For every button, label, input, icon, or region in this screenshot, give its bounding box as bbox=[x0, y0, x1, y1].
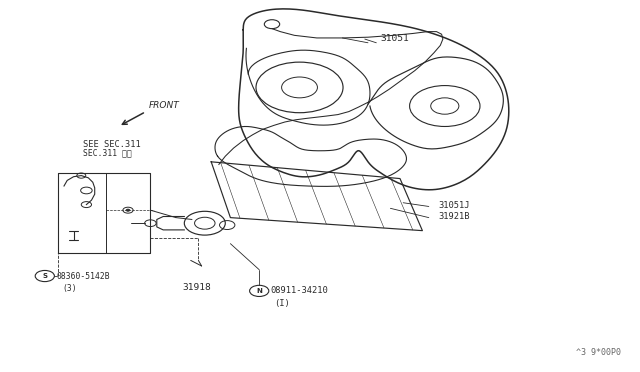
Text: 08360-5142B: 08360-5142B bbox=[56, 272, 110, 280]
Text: 31051: 31051 bbox=[381, 34, 410, 43]
Text: N: N bbox=[256, 288, 262, 294]
Text: SEC.311 参照: SEC.311 参照 bbox=[83, 148, 132, 157]
Text: (3): (3) bbox=[63, 284, 77, 293]
Text: 08911-34210: 08911-34210 bbox=[271, 286, 328, 295]
Circle shape bbox=[126, 209, 130, 211]
Text: ^3 9*00P0: ^3 9*00P0 bbox=[576, 348, 621, 357]
Text: 31918: 31918 bbox=[182, 283, 211, 292]
Text: SEE SEC.311: SEE SEC.311 bbox=[83, 140, 141, 149]
Text: 31051J: 31051J bbox=[438, 201, 470, 210]
Text: FRONT: FRONT bbox=[148, 101, 179, 110]
Text: (I): (I) bbox=[275, 299, 291, 308]
Text: 31921B: 31921B bbox=[438, 212, 470, 221]
Text: S: S bbox=[42, 273, 47, 279]
